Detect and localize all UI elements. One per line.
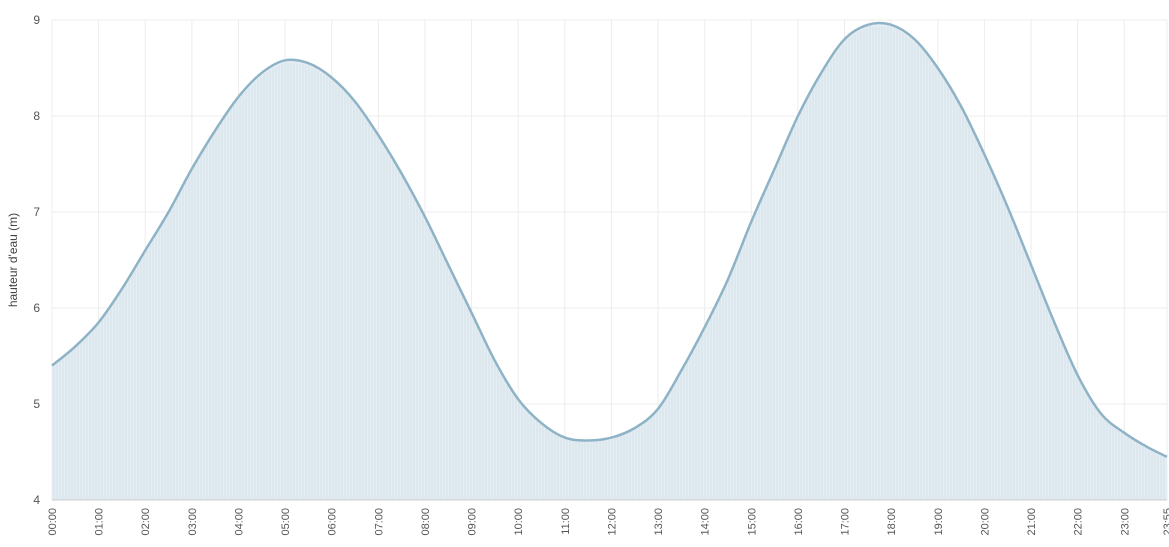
x-tick-label: 17:00	[840, 508, 852, 536]
y-tick-label: 5	[33, 397, 40, 411]
y-tick-label: 7	[33, 205, 40, 219]
x-tick-label: 16:00	[793, 508, 805, 536]
x-tick-label: 05:00	[280, 508, 292, 536]
x-tick-label: 22:00	[1073, 508, 1085, 536]
x-tick-label: 13:00	[653, 508, 665, 536]
x-axis-ticks: 00:00 01:00 02:00 03:00 04:00 05:00 06:00 07:00…	[47, 508, 1169, 536]
y-tick-label: 4	[33, 493, 40, 507]
x-tick-label: 01:00	[94, 508, 106, 536]
x-tick-label: 06:00	[327, 508, 339, 536]
x-tick-label: 10:00	[513, 508, 525, 536]
x-tick-label: 18:00	[886, 508, 898, 536]
x-tick-label: 23:00	[1119, 508, 1131, 536]
y-tick-label: 6	[33, 301, 40, 315]
x-tick-label: 09:00	[467, 508, 479, 536]
y-tick-label: 9	[33, 13, 40, 27]
x-tick-label: 14:00	[700, 508, 712, 536]
y-tick-label: 8	[33, 109, 40, 123]
x-tick-label: 03:00	[187, 508, 199, 536]
area-hatch	[53, 26, 1165, 500]
x-tick-label: 11:00	[560, 508, 572, 535]
y-axis-label: hauteur d'eau (m)	[6, 213, 20, 307]
x-tick-label: 12:00	[606, 508, 618, 536]
x-tick-label: 15:00	[746, 508, 758, 536]
x-tick-label: 21:00	[1026, 508, 1038, 536]
x-tick-label: 08:00	[420, 508, 432, 536]
y-axis-ticks: 4 5 6 7 8 9	[33, 13, 40, 507]
x-tick-label: 20:00	[979, 508, 991, 536]
x-tick-label: 23:55	[1162, 508, 1169, 536]
x-tick-label: 02:00	[140, 508, 152, 536]
series-line	[51, 21, 1168, 458]
x-tick-label: 19:00	[933, 508, 945, 536]
x-tick-label: 04:00	[233, 508, 245, 536]
x-tick-label: 07:00	[373, 508, 385, 536]
x-tick-label: 00:00	[47, 508, 59, 536]
